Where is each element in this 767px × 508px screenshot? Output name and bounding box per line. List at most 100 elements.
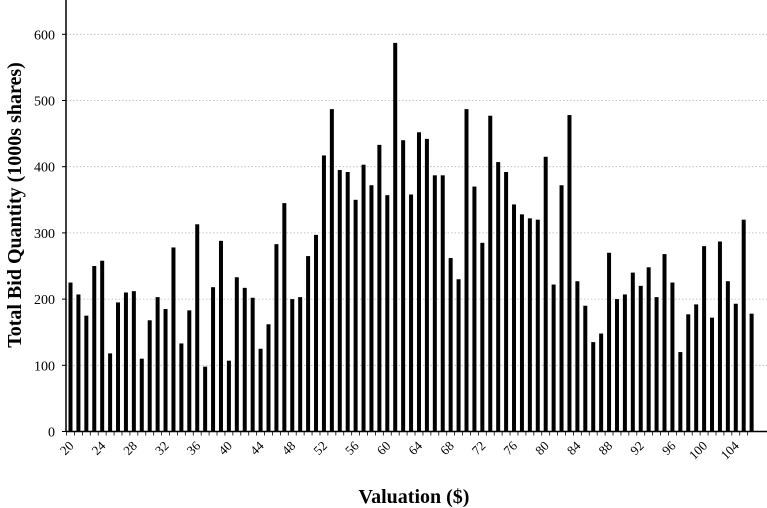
bar xyxy=(710,317,715,432)
x-tick-label: 68 xyxy=(437,438,457,458)
y-tick-label: 0 xyxy=(48,426,55,441)
bar xyxy=(171,247,176,432)
x-tick-label: 100 xyxy=(686,438,710,462)
bar xyxy=(440,175,445,432)
x-tick-label: 44 xyxy=(247,438,267,458)
bar xyxy=(401,140,406,432)
bar xyxy=(630,272,635,432)
y-tick-label: 200 xyxy=(34,293,55,308)
bar xyxy=(337,170,342,432)
bar xyxy=(226,360,231,432)
bar xyxy=(321,155,326,432)
bar xyxy=(163,309,168,432)
x-tick-label: 24 xyxy=(89,438,109,458)
bar xyxy=(662,254,667,432)
bar xyxy=(472,186,477,432)
bar xyxy=(345,172,350,432)
x-tick-label: 80 xyxy=(532,438,552,458)
bar xyxy=(622,294,627,432)
bar xyxy=(614,299,619,432)
x-tick-label: 56 xyxy=(342,438,362,458)
bar xyxy=(203,366,208,432)
y-tick-labels: 0 100 200 300 400 500 600 xyxy=(34,28,66,441)
x-tick-label: 104 xyxy=(718,438,743,463)
x-tick-label: 48 xyxy=(279,438,299,458)
x-ticks xyxy=(66,431,749,436)
bar xyxy=(416,132,421,432)
bar xyxy=(654,297,659,432)
bar xyxy=(377,144,382,432)
y-axis-label: Total Bid Quantity (1000s shares) xyxy=(4,62,26,348)
bar xyxy=(147,320,152,432)
x-tick-label: 28 xyxy=(120,438,140,458)
x-tick-label: 32 xyxy=(152,438,172,458)
x-tick-label: 96 xyxy=(659,438,679,458)
bar xyxy=(591,342,596,432)
x-tick-label: 84 xyxy=(564,438,584,458)
x-tick-label: 36 xyxy=(184,438,204,458)
bar xyxy=(702,246,707,432)
bar xyxy=(543,156,548,432)
bar xyxy=(725,281,730,432)
bar xyxy=(694,304,699,432)
bar xyxy=(139,358,144,432)
x-tick-label: 60 xyxy=(374,438,394,458)
bar xyxy=(329,109,334,432)
y-tick-label: 100 xyxy=(34,359,55,374)
bar xyxy=(456,279,461,432)
bar xyxy=(424,138,429,432)
bar xyxy=(76,294,81,432)
bar xyxy=(100,260,105,432)
bar xyxy=(314,234,319,432)
bar xyxy=(306,256,311,432)
x-axis-label: Valuation ($) xyxy=(359,486,470,508)
bar xyxy=(527,218,532,432)
bar xyxy=(68,282,73,432)
bar xyxy=(242,287,247,432)
bar xyxy=(567,115,572,432)
bar xyxy=(298,297,303,432)
x-tick-label: 76 xyxy=(500,438,520,458)
bar xyxy=(464,109,469,432)
bar xyxy=(670,282,675,432)
x-tick-label: 64 xyxy=(405,438,425,458)
x-tick-label: 72 xyxy=(469,438,489,458)
bar xyxy=(749,313,754,432)
bar xyxy=(393,42,398,432)
bar xyxy=(583,305,588,432)
bar xyxy=(108,353,113,432)
bar xyxy=(638,285,643,432)
bars xyxy=(68,42,754,432)
bar xyxy=(409,194,414,432)
bar xyxy=(717,241,722,432)
x-tick-label: 20 xyxy=(57,438,77,458)
bar xyxy=(686,314,691,432)
bar xyxy=(187,310,192,432)
bar xyxy=(551,284,556,432)
bar xyxy=(519,214,524,432)
bar xyxy=(274,244,279,432)
bar xyxy=(496,162,501,432)
bar xyxy=(361,164,366,432)
y-tick-label: 600 xyxy=(34,28,55,43)
bar xyxy=(179,343,184,432)
bar xyxy=(155,297,160,432)
gridlines xyxy=(66,33,767,366)
bar xyxy=(607,252,612,432)
x-tick-label: 92 xyxy=(627,438,647,458)
bar xyxy=(559,185,564,432)
bar xyxy=(116,302,121,432)
bar xyxy=(234,277,239,432)
bar xyxy=(84,315,89,432)
bar xyxy=(480,242,485,432)
bar xyxy=(678,352,683,432)
bar xyxy=(646,267,651,432)
x-tick-label: 40 xyxy=(215,438,235,458)
bar xyxy=(250,297,255,432)
y-tick-label: 400 xyxy=(34,161,55,176)
bar xyxy=(369,185,374,432)
bar xyxy=(258,348,263,432)
bar xyxy=(575,281,580,432)
bar xyxy=(448,258,453,432)
